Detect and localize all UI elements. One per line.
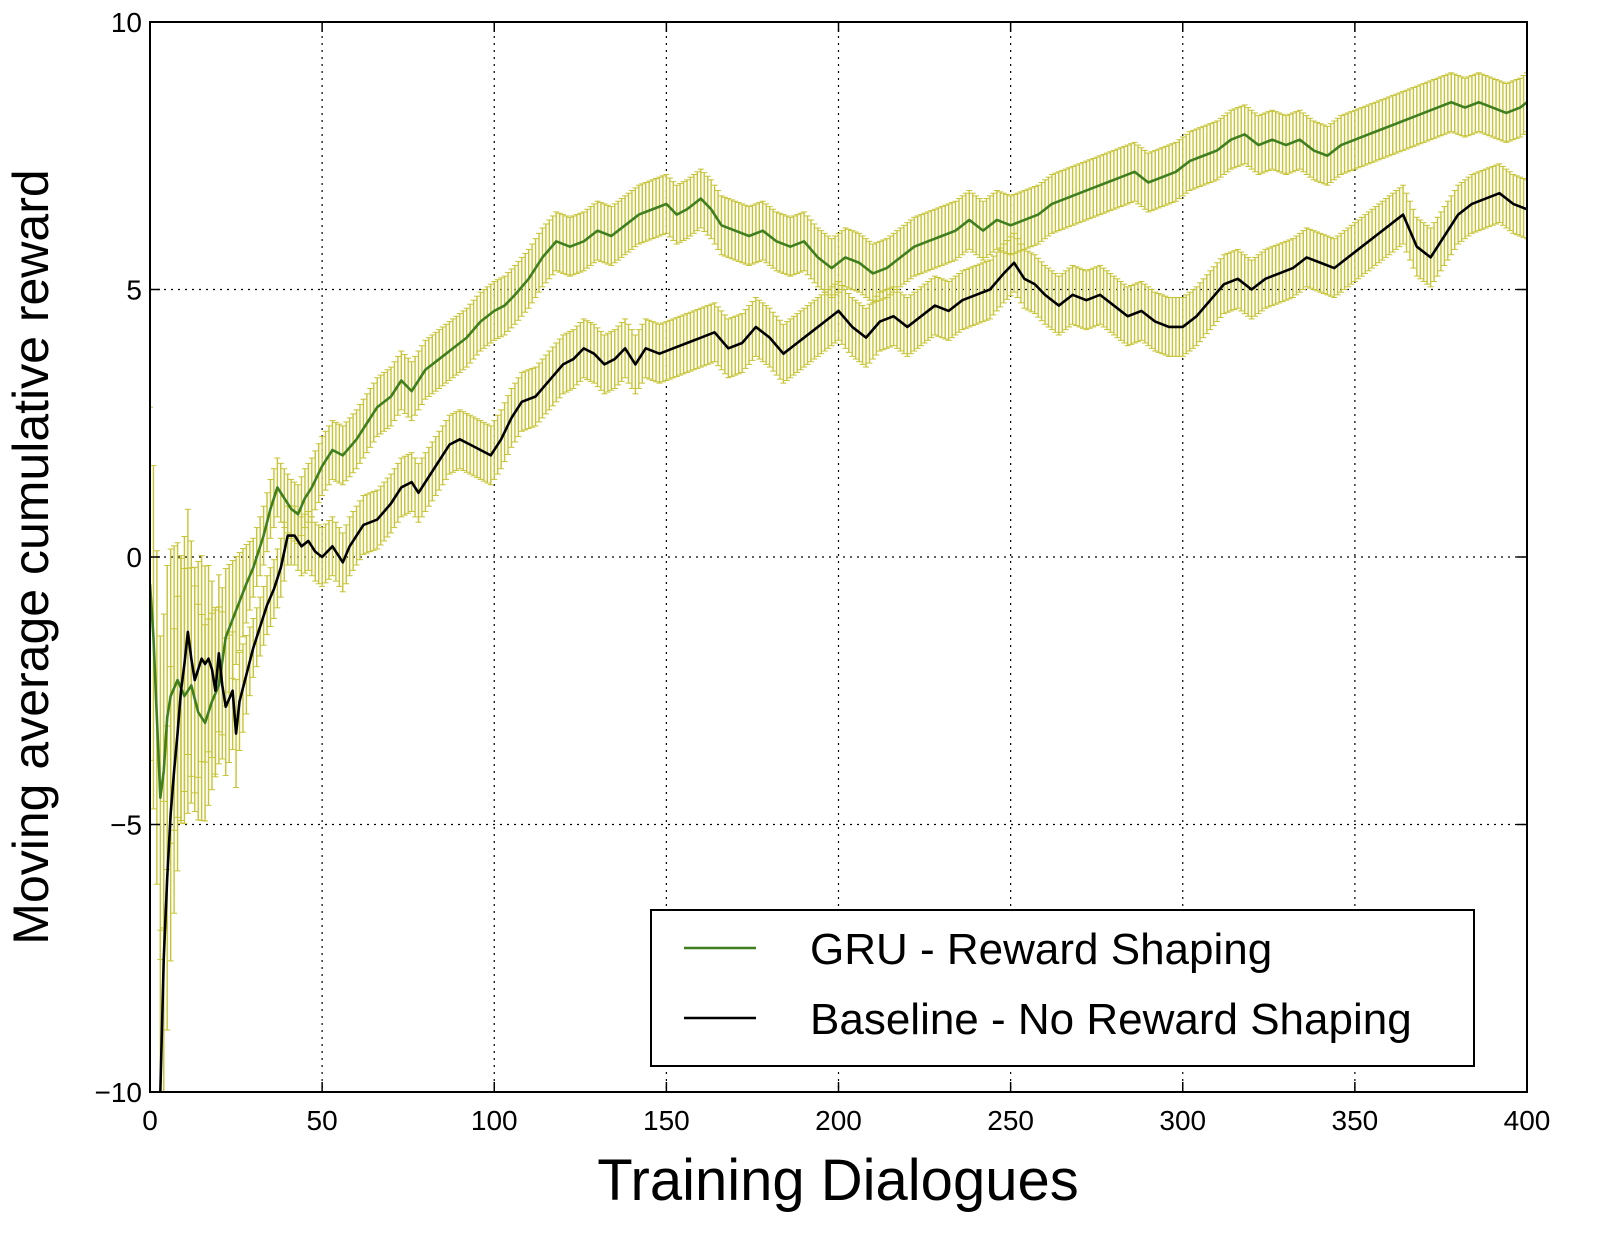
- legend-label-baseline: Baseline - No Reward Shaping: [810, 995, 1412, 1044]
- y-tick-label: −10: [95, 1077, 143, 1108]
- x-tick-label: 250: [987, 1105, 1034, 1136]
- legend: GRU - Reward Shaping Baseline - No Rewar…: [650, 909, 1475, 1067]
- x-tick-label: 400: [1504, 1105, 1551, 1136]
- error-bar-layer: [150, 72, 1527, 1092]
- error-bars-series-1: [157, 163, 1527, 1092]
- tick-layer: 0 50 100 150 200 250 300 350 400 −10 −5 0 5 10: [95, 7, 1551, 1136]
- series-layer: [150, 100, 1527, 1092]
- series-line-0: [150, 100, 1527, 800]
- x-tick-label: 100: [471, 1105, 518, 1136]
- legend-box: [650, 909, 1475, 1067]
- x-tick-label: 50: [307, 1105, 338, 1136]
- y-tick-label: 0: [126, 542, 142, 573]
- y-axis-title: Moving average cumulative reward: [3, 169, 59, 944]
- y-tick-label: 5: [126, 275, 142, 306]
- x-axis-title: Training Dialogues: [597, 1148, 1078, 1213]
- x-tick-label: 350: [1332, 1105, 1379, 1136]
- series-line-1: [159, 191, 1527, 1092]
- x-tick-label: 150: [643, 1105, 690, 1136]
- legend-label-gru: GRU - Reward Shaping: [810, 925, 1272, 974]
- x-tick-label: 0: [142, 1105, 158, 1136]
- y-tick-label: −5: [110, 810, 142, 841]
- y-tick-label: 10: [111, 7, 142, 38]
- x-tick-label: 200: [815, 1105, 862, 1136]
- x-tick-label: 300: [1159, 1105, 1206, 1136]
